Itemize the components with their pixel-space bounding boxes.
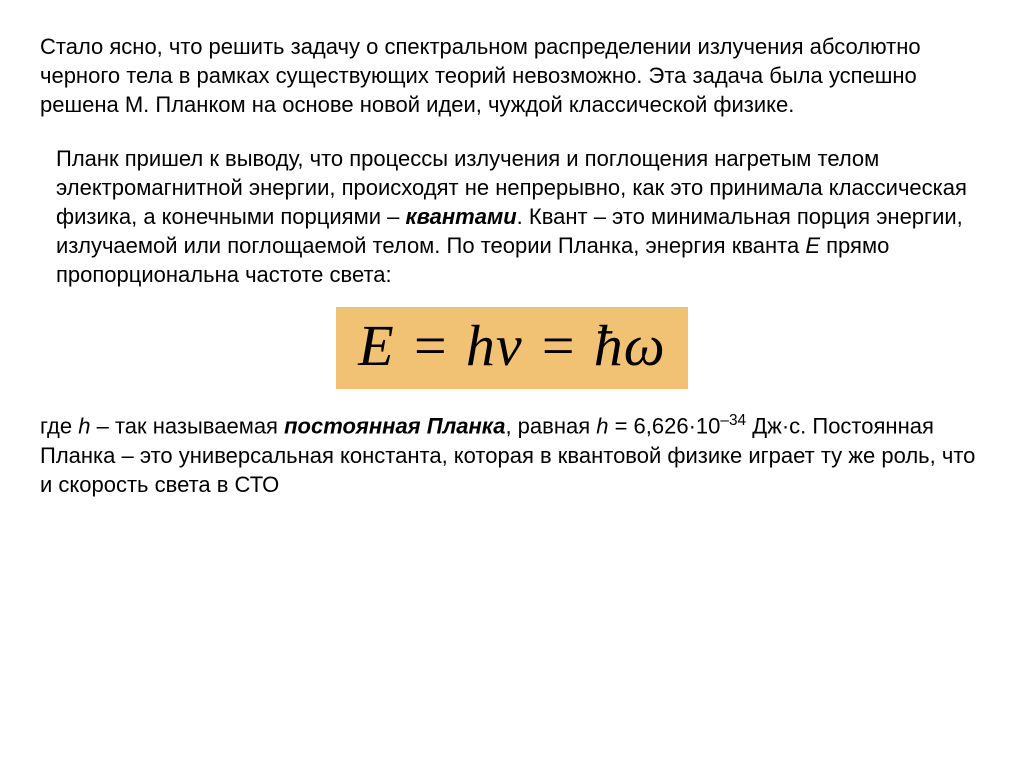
slide: Стало ясно, что решить задачу о спектрал… bbox=[0, 0, 1024, 767]
term-planck-constant: постоянная Планка bbox=[284, 414, 505, 439]
paragraph-intro: Стало ясно, что решить задачу о спектрал… bbox=[40, 32, 984, 119]
para3-text-3: , равная bbox=[505, 414, 596, 439]
symbol-e: E bbox=[805, 233, 820, 258]
para3-text-1: где bbox=[40, 414, 78, 439]
paragraph-planck: Планк пришел к выводу, что процессы излу… bbox=[56, 144, 982, 289]
paragraph-constant: где h – так называемая постоянная Планка… bbox=[40, 411, 984, 498]
para3-exponent: –34 bbox=[720, 412, 746, 429]
para3-value: = 6,626·10 bbox=[608, 414, 720, 439]
formula-container: E = hν = ħω bbox=[40, 307, 984, 389]
planck-formula: E = hν = ħω bbox=[336, 307, 687, 389]
symbol-h-1: h bbox=[78, 414, 90, 439]
term-quanta: квантами bbox=[405, 204, 516, 229]
para3-text-2: – так называемая bbox=[90, 414, 284, 439]
symbol-h-2: h bbox=[596, 414, 608, 439]
